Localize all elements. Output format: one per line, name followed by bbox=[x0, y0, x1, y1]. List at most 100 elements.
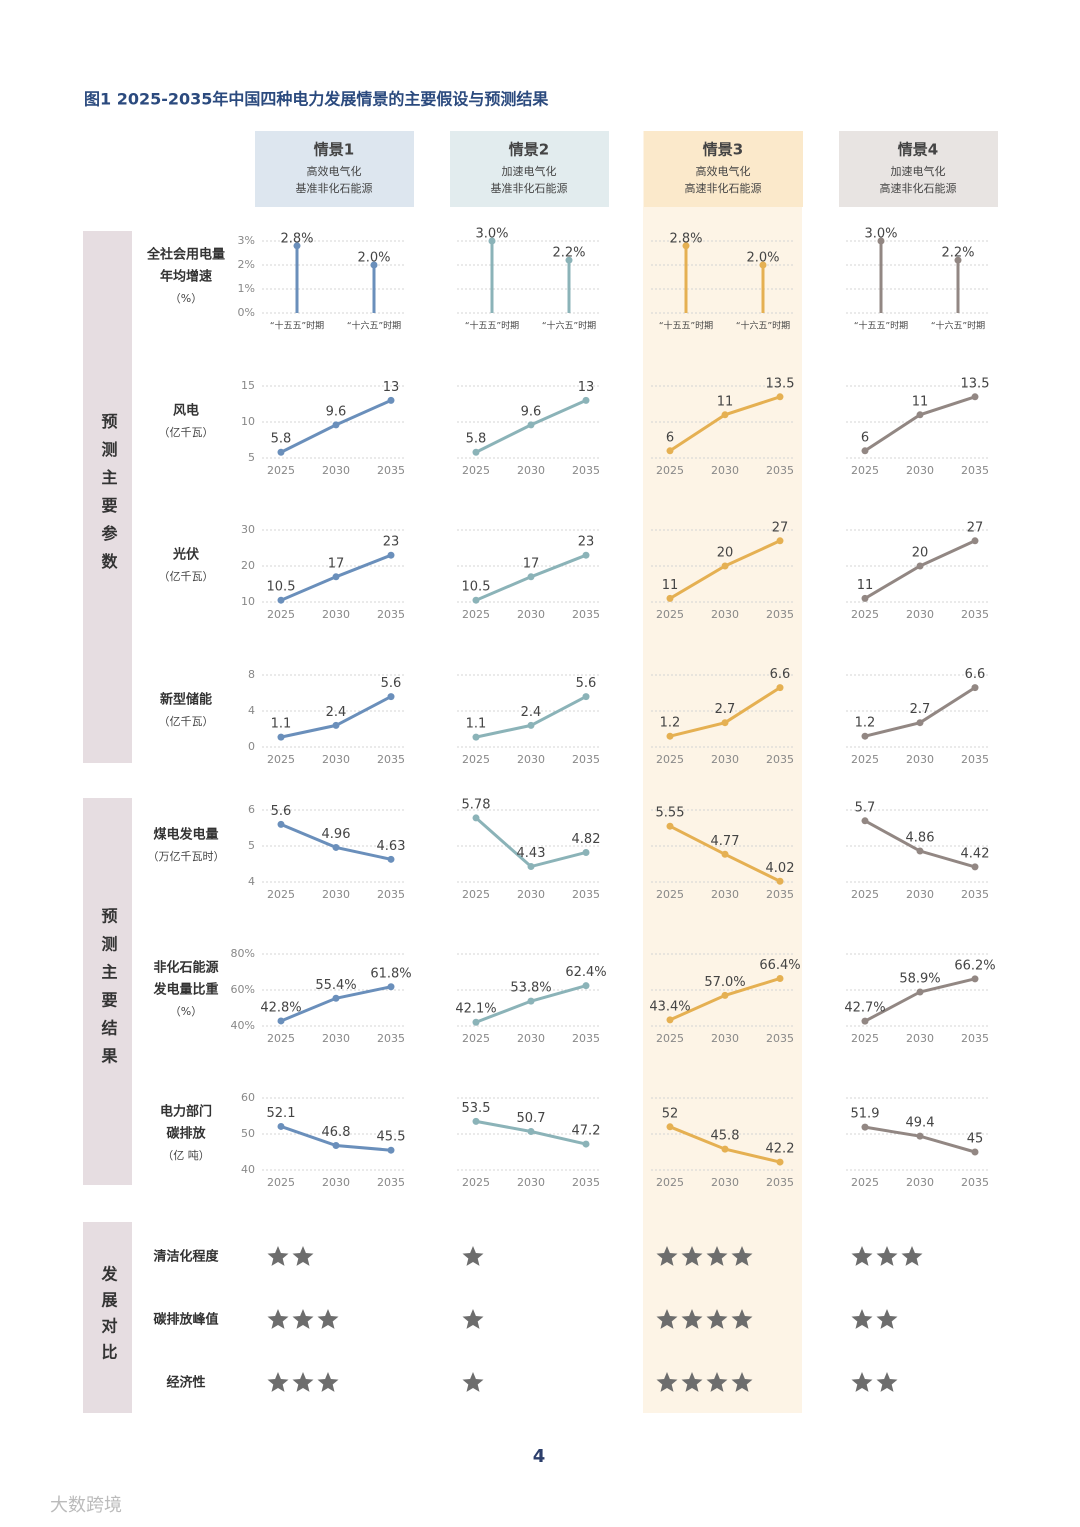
point bbox=[666, 1016, 674, 1024]
value-label: 43.4% bbox=[649, 999, 690, 1014]
point bbox=[527, 997, 535, 1005]
value-label: 42.7% bbox=[844, 1001, 885, 1016]
row-label: 光伏 bbox=[172, 547, 199, 563]
scenario-desc: 基准非化石能源 bbox=[491, 181, 568, 195]
point bbox=[666, 594, 674, 602]
point bbox=[954, 256, 962, 264]
value-label: 53.8% bbox=[510, 981, 551, 996]
point bbox=[971, 684, 979, 692]
point bbox=[916, 719, 924, 727]
value-label: 5.8 bbox=[466, 432, 487, 447]
value-label: 46.8 bbox=[322, 1125, 351, 1140]
star bbox=[317, 1309, 339, 1329]
point bbox=[332, 421, 340, 429]
value-label: 3.0% bbox=[864, 227, 897, 242]
point bbox=[971, 863, 979, 871]
star bbox=[681, 1372, 703, 1392]
y-tick-label: 1% bbox=[238, 282, 255, 295]
y-tick-label: 8 bbox=[248, 668, 255, 681]
value-label: 2.8% bbox=[669, 231, 702, 246]
point bbox=[776, 877, 784, 885]
watermark: 大数跨境 bbox=[50, 1495, 122, 1516]
point bbox=[387, 1146, 395, 1154]
value-label: 23 bbox=[578, 535, 595, 550]
value-label: 5.6 bbox=[271, 804, 292, 819]
point bbox=[582, 693, 590, 701]
category-label: 2025 bbox=[462, 1176, 490, 1189]
star bbox=[731, 1246, 753, 1266]
point bbox=[916, 1132, 924, 1140]
star bbox=[876, 1246, 898, 1266]
category-label: 2035 bbox=[377, 753, 405, 766]
point bbox=[877, 237, 885, 245]
row-unit: （亿 吨） bbox=[162, 1149, 210, 1162]
category-label: 2035 bbox=[961, 753, 989, 766]
star bbox=[267, 1372, 289, 1392]
point bbox=[721, 1145, 729, 1153]
point bbox=[666, 1123, 674, 1131]
category-label: 2030 bbox=[517, 1176, 545, 1189]
category-label: 2035 bbox=[572, 608, 600, 621]
star bbox=[901, 1246, 923, 1266]
scenario-desc: 高效电气化 bbox=[307, 164, 362, 178]
star bbox=[656, 1372, 678, 1392]
category-label: 2035 bbox=[572, 888, 600, 901]
category-label: 2025 bbox=[656, 753, 684, 766]
star-rating bbox=[656, 1309, 753, 1329]
value-label: 17 bbox=[523, 556, 540, 571]
value-label: 27 bbox=[772, 520, 789, 535]
value-label: 4.02 bbox=[766, 861, 795, 876]
value-label: 11 bbox=[857, 578, 874, 593]
value-label: 5.7 bbox=[855, 800, 876, 815]
star bbox=[876, 1372, 898, 1392]
star-rating bbox=[656, 1246, 753, 1266]
point bbox=[861, 1017, 869, 1025]
value-label: 1.2 bbox=[660, 716, 681, 731]
point bbox=[666, 822, 674, 830]
category-label: 2025 bbox=[462, 753, 490, 766]
category-label: 2030 bbox=[517, 888, 545, 901]
category-label: “十五五”时期 bbox=[465, 320, 519, 332]
point bbox=[565, 256, 573, 264]
star bbox=[681, 1246, 703, 1266]
value-label: 2.8% bbox=[280, 231, 313, 246]
y-tick-label: 80% bbox=[231, 947, 255, 960]
category-label: 2035 bbox=[766, 1176, 794, 1189]
value-label: 4.82 bbox=[572, 832, 601, 847]
point bbox=[582, 1140, 590, 1148]
category-label: 2035 bbox=[377, 1032, 405, 1045]
row-label: 风电 bbox=[173, 403, 199, 419]
star-rating bbox=[267, 1309, 339, 1329]
star bbox=[462, 1246, 484, 1266]
value-label: 52.1 bbox=[267, 1106, 296, 1121]
point bbox=[472, 733, 480, 741]
row-unit: （亿千瓦） bbox=[159, 426, 214, 439]
category-label: 2035 bbox=[572, 1176, 600, 1189]
row-label: 新型储能 bbox=[160, 692, 212, 708]
page-number: 4 bbox=[533, 1446, 546, 1467]
value-label: 50.7 bbox=[517, 1111, 546, 1126]
value-label: 5.55 bbox=[656, 806, 685, 821]
category-label: 2035 bbox=[961, 608, 989, 621]
point bbox=[387, 551, 395, 559]
category-label: 2025 bbox=[851, 1176, 879, 1189]
scenario-desc: 加速电气化 bbox=[502, 164, 557, 178]
category-label: 2030 bbox=[906, 753, 934, 766]
category-label: 2030 bbox=[517, 1032, 545, 1045]
star bbox=[731, 1309, 753, 1329]
category-label: 2025 bbox=[267, 888, 295, 901]
value-label: 23 bbox=[383, 535, 400, 550]
category-label: 2030 bbox=[322, 1176, 350, 1189]
scenario-desc: 基准非化石能源 bbox=[296, 181, 373, 195]
category-label: 2030 bbox=[322, 464, 350, 477]
category-label: 2025 bbox=[267, 464, 295, 477]
value-label: 6 bbox=[861, 430, 869, 445]
point bbox=[472, 448, 480, 456]
rating-label: 碳排放峰值 bbox=[153, 1312, 218, 1328]
value-label: 6.6 bbox=[965, 667, 986, 682]
category-label: 2035 bbox=[961, 464, 989, 477]
category-label: 2035 bbox=[377, 1176, 405, 1189]
point bbox=[472, 1117, 480, 1125]
category-label: 2035 bbox=[766, 608, 794, 621]
star bbox=[706, 1309, 728, 1329]
